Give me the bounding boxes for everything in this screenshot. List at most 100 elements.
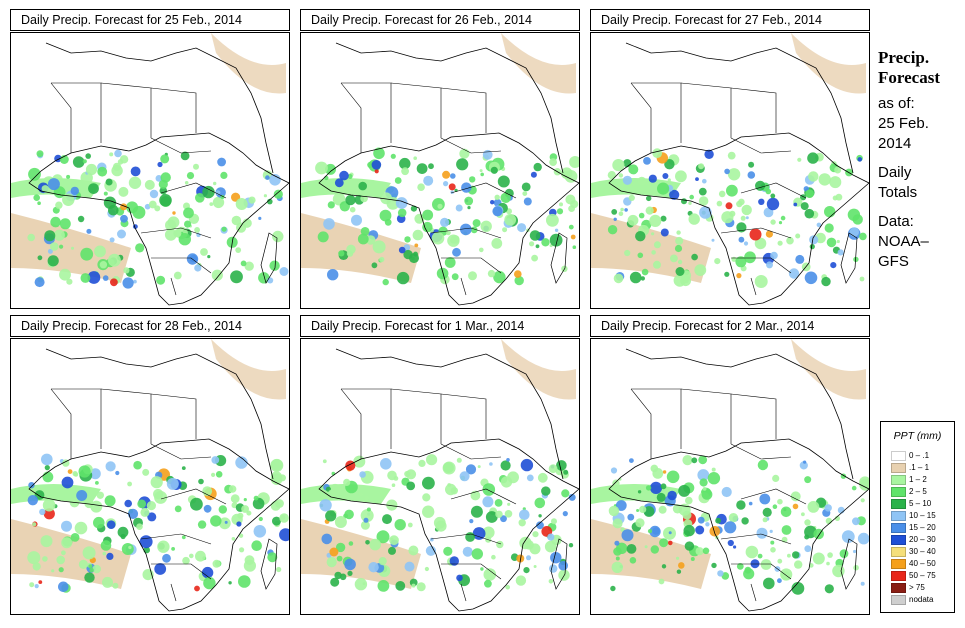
- precip-cell: [526, 474, 534, 482]
- madagascar-outline: [840, 538, 858, 590]
- precip-cell: [444, 257, 456, 268]
- precip-cell: [270, 473, 283, 485]
- precip-cell: [40, 535, 53, 548]
- madagascar-outline: [840, 232, 858, 284]
- precip-cell: [681, 198, 687, 205]
- precip-cell: [729, 210, 736, 217]
- precip-cell: [524, 540, 534, 550]
- precip-cell: [770, 251, 778, 260]
- precip-cell: [102, 551, 107, 556]
- country-border: [160, 488, 227, 505]
- precip-cell: [106, 520, 116, 529]
- precip-cell: [67, 469, 73, 474]
- precip-cell: [42, 498, 56, 512]
- precip-cell: [659, 538, 669, 548]
- precip-cell: [507, 502, 511, 506]
- panel-title-5: Daily Precip. Forecast for 1 Mar., 2014: [300, 315, 580, 337]
- data-source-line3: GFS: [878, 253, 909, 270]
- madagascar-outline: [260, 538, 278, 590]
- precip-cell: [272, 516, 281, 526]
- precip-cell: [715, 517, 721, 524]
- precip-cell: [128, 545, 132, 550]
- precip-cell: [267, 198, 273, 205]
- precip-cell: [772, 474, 780, 482]
- precip-cell: [246, 510, 252, 516]
- precip-cell: [231, 215, 242, 226]
- precip-cell: [124, 499, 132, 508]
- precip-cell: [493, 270, 506, 284]
- precip-cell: [648, 174, 657, 183]
- precip-cell: [221, 226, 227, 232]
- precip-cell: [240, 260, 247, 267]
- legend-title: PPT (mm): [893, 430, 942, 442]
- precip-cell: [405, 469, 417, 480]
- precip-cell: [682, 455, 693, 466]
- precip-cell: [791, 582, 805, 595]
- legend-label: 10 – 15: [909, 511, 936, 520]
- precip-cell: [77, 215, 85, 223]
- precip-cell: [548, 579, 554, 584]
- precip-cell: [500, 460, 511, 471]
- precip-cell: [658, 578, 665, 585]
- precip-cell: [807, 501, 820, 513]
- country-border: [50, 82, 72, 153]
- precip-cell: [683, 524, 695, 537]
- precip-cell: [354, 578, 368, 591]
- precip-cell: [821, 276, 831, 287]
- precip-cell: [727, 151, 736, 160]
- precip-cell: [837, 249, 844, 256]
- precip-cell: [777, 558, 783, 564]
- precip-cell: [237, 512, 244, 519]
- precip-cell: [413, 156, 417, 160]
- precip-cell: [839, 549, 849, 558]
- precip-cell: [159, 194, 172, 207]
- country-border: [731, 257, 792, 274]
- precip-cell: [716, 200, 723, 207]
- precip-cell: [111, 164, 123, 177]
- precip-cell: [667, 490, 677, 501]
- country-border: [390, 388, 442, 444]
- precip-cell: [456, 574, 463, 582]
- country-border: [430, 533, 502, 545]
- precip-cell: [132, 205, 146, 219]
- precip-cell: [736, 200, 743, 208]
- precip-cell: [830, 262, 837, 269]
- precip-cell: [561, 489, 570, 498]
- precip-cell: [792, 503, 799, 510]
- legend-label: 30 – 40: [909, 547, 936, 556]
- precip-cell: [137, 499, 147, 509]
- precip-cell: [472, 219, 481, 228]
- country-border: [150, 87, 197, 133]
- precip-cell: [645, 206, 654, 215]
- legend-item: 10 – 15: [891, 510, 936, 522]
- precip-cell: [755, 180, 766, 191]
- precip-cell: [157, 540, 170, 553]
- precip-cell: [133, 279, 137, 284]
- precip-cell: [531, 254, 538, 262]
- precip-cell: [744, 566, 752, 574]
- africa-outline: [318, 438, 579, 612]
- legend-swatch: [891, 462, 906, 473]
- daily-line1: Daily: [878, 164, 912, 181]
- precip-cell: [66, 278, 73, 285]
- precip-cell: [253, 495, 259, 501]
- africa-outline: [608, 132, 869, 306]
- precip-cell: [154, 563, 167, 575]
- precip-cell: [707, 472, 721, 485]
- country-border: [680, 82, 732, 138]
- precip-cell: [770, 540, 775, 545]
- precip-cell: [363, 517, 369, 523]
- precip-cell: [541, 486, 551, 496]
- precip-cell: [657, 182, 670, 195]
- legend-item: > 75: [891, 582, 925, 594]
- precip-cell: [334, 516, 347, 528]
- precip-cell: [550, 552, 562, 564]
- precip-cell: [698, 187, 707, 196]
- precip-cell: [529, 241, 535, 247]
- precip-cell: [235, 456, 248, 469]
- precip-cell: [736, 273, 742, 279]
- precip-cell: [50, 242, 59, 251]
- precip-cell: [382, 278, 389, 286]
- map-canvas-3: [591, 33, 869, 306]
- precip-cell: [88, 183, 99, 195]
